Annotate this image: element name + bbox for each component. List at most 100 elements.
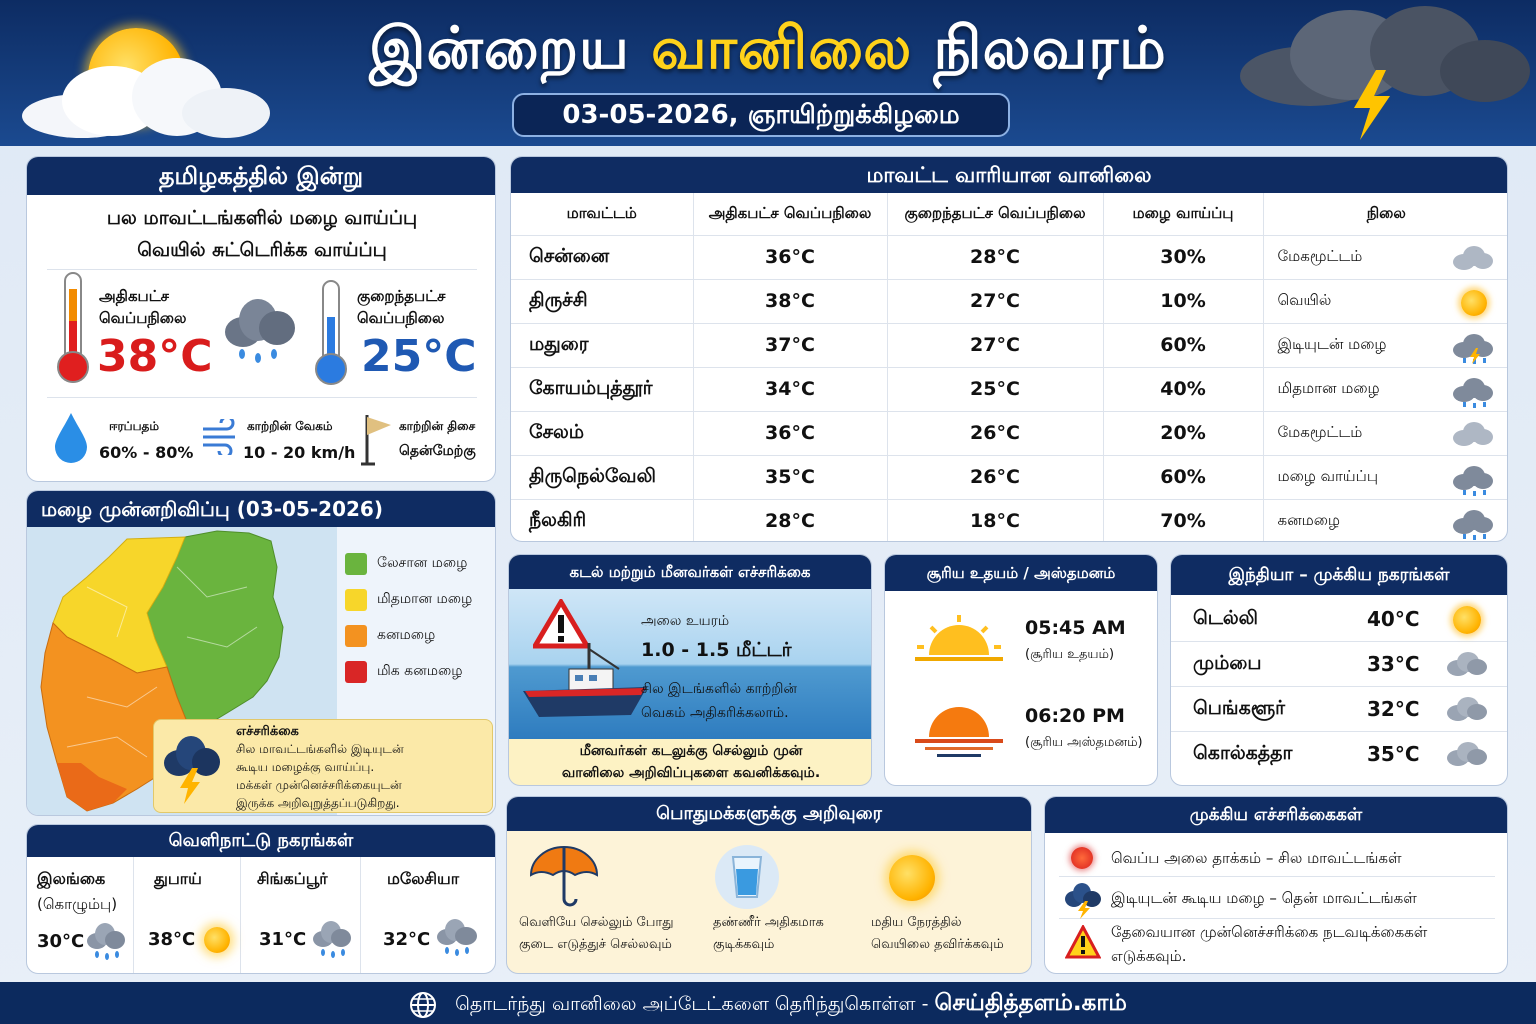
rain-cloud-icon bbox=[225, 297, 297, 367]
wind-icon bbox=[203, 419, 235, 455]
min-temp-cell: 27°C bbox=[887, 279, 1104, 324]
public-advice-panel: பொதுமக்களுக்கு அறிவுரை வெளியே செல்லும் ப… bbox=[506, 796, 1032, 974]
max-temp-cell: 37°C bbox=[693, 323, 888, 368]
district-name-text: கோயம்புத்தூர் bbox=[529, 376, 653, 399]
rain-chance-cell: 20% bbox=[1103, 411, 1264, 456]
rain-chance-cell: 30% bbox=[1103, 235, 1264, 280]
min-temp-cell-text: 27°C bbox=[970, 334, 1020, 356]
condition-cell: கனமழை bbox=[1263, 499, 1507, 541]
rain-chance-cell-text: 20% bbox=[1160, 422, 1206, 444]
rain-cloud-icon bbox=[1451, 464, 1495, 496]
table-row: மதுரை 37°C 27°C 60% இடியுடன் மழை bbox=[511, 323, 1507, 368]
foreign-city-sub: (கொழும்பு) bbox=[37, 895, 118, 913]
advice-sun-line1: மதிய நேரத்தில் bbox=[871, 915, 962, 930]
condition-cell-text: மேகமூட்டம் bbox=[1277, 423, 1363, 441]
legend-swatch-very-heavy bbox=[345, 661, 367, 683]
footer-site-link[interactable]: செய்தித்தளம்.காம் bbox=[934, 990, 1127, 1016]
rain-cloud-icon bbox=[87, 923, 125, 960]
max-temp-cell-text: 36°C bbox=[765, 246, 815, 268]
foreign-city-temp: 38°C bbox=[148, 929, 196, 950]
foreign-city-temp: 30°C bbox=[37, 931, 85, 952]
max-temp-cell: 34°C bbox=[693, 367, 888, 412]
condition-cell-text: வெயில் bbox=[1277, 291, 1332, 309]
max-temp-value: 38°C bbox=[97, 331, 213, 382]
rain-warning-box: எச்சரிக்கை சில மாவட்டங்களில் இடியுடன் கூ… bbox=[153, 719, 493, 813]
sunset-time: 06:20 PM bbox=[1025, 705, 1125, 727]
warning-text: தேவையான முன்னெச்சரிக்கை நடவடிக்கைகள் bbox=[1111, 923, 1428, 941]
foreign-city-0: இலங்கை (கொழும்பு) 30°C bbox=[27, 857, 134, 973]
wind-dir-value: தென்மேற்கு bbox=[399, 443, 476, 459]
condition-cell: மேகமூட்டம் bbox=[1263, 411, 1507, 456]
table-row: திருச்சி 38°C 27°C 10% வெயில் bbox=[511, 279, 1507, 324]
foreign-city-3: மலேசியா 32°C bbox=[361, 857, 495, 973]
warning-text: வெப்ப அலை தாக்கம் – சில மாவட்டங்கள் bbox=[1111, 849, 1402, 867]
warning-line1: சில மாவட்டங்களில் இடியுடன் bbox=[236, 742, 404, 756]
advice-sun-line2: வெயிலை தவிர்க்கவும் bbox=[871, 937, 1004, 952]
today-panel: தமிழகத்தில் இன்று பல மாவட்டங்களில் மழை வ… bbox=[26, 156, 496, 482]
district-name-text: மதுரை bbox=[529, 332, 589, 355]
district-name: சென்னை bbox=[511, 235, 694, 280]
max-label-2: வெப்பநிலை bbox=[99, 309, 187, 327]
foreign-city-name: துபாய் bbox=[154, 869, 202, 888]
legend-swatch-heavy bbox=[345, 625, 367, 647]
legend-label-heavy: கனமழை bbox=[377, 627, 436, 643]
thunder-cloud-icon bbox=[1065, 883, 1101, 915]
max-temp-cell-text: 38°C bbox=[765, 290, 815, 312]
page-title: இன்றைய வானிலை நிலவரம் bbox=[369, 14, 1167, 82]
sunrise-icon bbox=[915, 615, 1003, 661]
min-temp-cell-text: 26°C bbox=[970, 466, 1020, 488]
india-city-name: கொல்கத்தா bbox=[1193, 742, 1293, 764]
sea-warning-panel: கடல் மற்றும் மீனவர்கள் எச்சரிக்கை அலை உய… bbox=[508, 554, 872, 786]
thunder-cloud-icon bbox=[164, 736, 220, 802]
legend-label-light: லேசான மழை bbox=[377, 555, 468, 571]
foreign-city-1: துபாய் 38°C bbox=[134, 857, 241, 973]
district-name: திருச்சி bbox=[511, 279, 694, 324]
wind-dir-label: காற்றின் திசை bbox=[399, 419, 476, 433]
wind-speed-label: காற்றின் வேகம் bbox=[247, 419, 333, 433]
sea-note-line1: சில இடங்களில் காற்றின் bbox=[641, 681, 797, 697]
min-temp-cell: 25°C bbox=[887, 367, 1104, 412]
lightning-bolt-icon bbox=[1078, 901, 1090, 919]
warning-line4: இருக்க அறிவுறுத்தப்படுகிறது. bbox=[236, 796, 400, 810]
min-temp-cell: 27°C bbox=[887, 323, 1104, 368]
humidity-label: ஈரப்பதம் bbox=[109, 419, 159, 433]
legend-label-moderate: மிதமான மழை bbox=[377, 591, 473, 607]
india-city-temp: 33°C bbox=[1367, 652, 1420, 676]
india-city-row: டெல்லி 40°C bbox=[1171, 597, 1507, 642]
min-temp-cell: 26°C bbox=[887, 455, 1104, 500]
umbrella-icon bbox=[529, 846, 599, 907]
rain-chance-cell: 40% bbox=[1103, 367, 1264, 412]
sun-times-title: சூரிய உதயம் / அஸ்தமனம் bbox=[885, 555, 1157, 591]
max-temp-cell-text: 34°C bbox=[765, 378, 815, 400]
key-warnings-title: முக்கிய எச்சரிக்கைகள் bbox=[1045, 797, 1507, 833]
foreign-city-name: சிங்கப்பூர் bbox=[257, 869, 328, 888]
foreign-city-temp: 32°C bbox=[383, 929, 431, 950]
sea-note-line2: வெகம் அதிகரிக்கலாம். bbox=[641, 705, 789, 721]
sun-times-panel: சூரிய உதயம் / அஸ்தமனம் 05:45 AM (சூரிய உ… bbox=[884, 554, 1158, 786]
wave-label: அலை உயரம் bbox=[641, 613, 730, 629]
max-temp-cell-text: 28°C bbox=[765, 510, 815, 532]
sun-icon bbox=[889, 855, 935, 901]
rain-chance-cell-text: 70% bbox=[1160, 510, 1206, 532]
max-temp-cell: 36°C bbox=[693, 235, 888, 280]
today-line1: பல மாவட்டங்களில் மழை வாய்ப்பு bbox=[106, 207, 418, 229]
rain-chance-cell-text: 60% bbox=[1160, 466, 1206, 488]
district-name-text: நீலகிரி bbox=[529, 508, 587, 531]
district-name-text: சேலம் bbox=[529, 420, 585, 443]
min-temp-value: 25°C bbox=[361, 331, 477, 382]
sunset-icon bbox=[915, 707, 1003, 757]
max-temp-cell: 28°C bbox=[693, 499, 888, 541]
condition-cell: மழை வாய்ப்பு bbox=[1263, 455, 1507, 500]
thermometer-hot-icon bbox=[57, 272, 89, 383]
wave-value: 1.0 - 1.5 மீட்டர் bbox=[641, 639, 792, 661]
table-header-row: மாவட்டம் அதிகபட்ச வெப்பநிலை குறைந்தபட்ச … bbox=[511, 193, 1507, 236]
warning-text: இடியுடன் கூடிய மழை – தென் மாவட்டங்கள் bbox=[1111, 889, 1417, 907]
min-label-1: குறைந்தபட்ச bbox=[357, 287, 446, 305]
rain-chance-cell: 10% bbox=[1103, 279, 1264, 324]
cloud-icon bbox=[1451, 244, 1495, 274]
lightning-icon bbox=[1354, 70, 1390, 140]
wind-speed-value: 10 - 20 km/h bbox=[243, 443, 356, 462]
district-name-text: திருநெல்வேலி bbox=[529, 464, 656, 487]
district-weather-title: மாவட்ட வாரியான வானிலை bbox=[511, 157, 1507, 193]
rain-chance-cell-text: 60% bbox=[1160, 334, 1206, 356]
